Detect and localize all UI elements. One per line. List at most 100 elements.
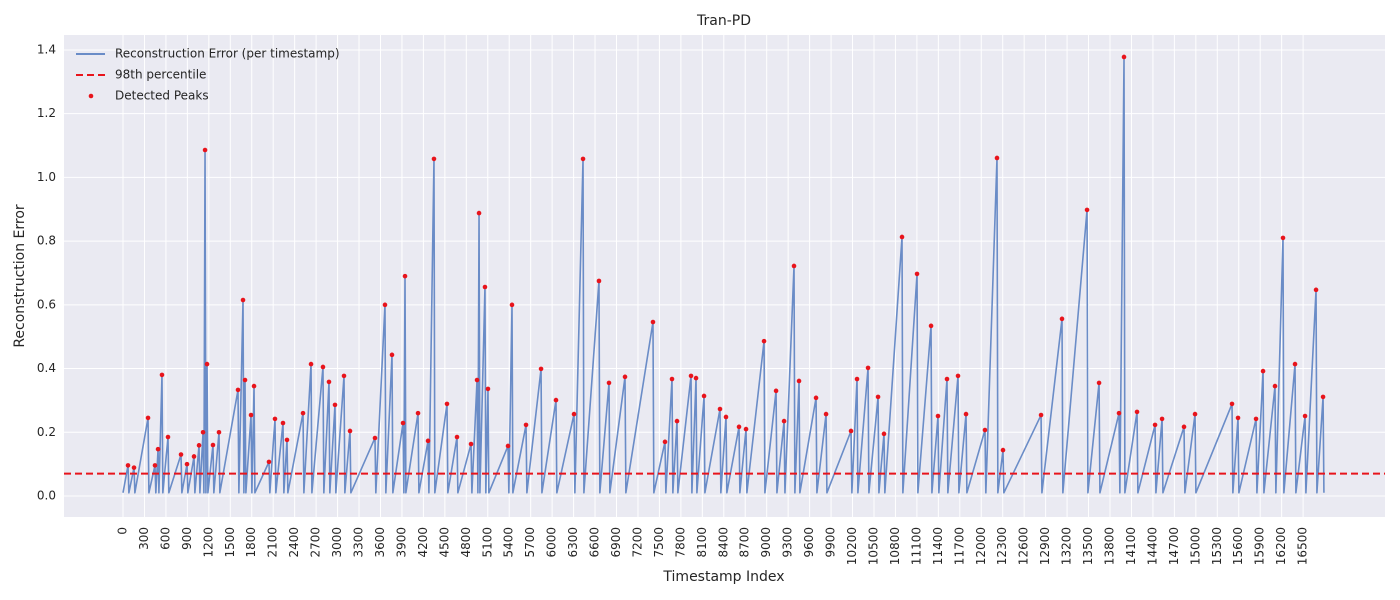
peak-point <box>509 302 515 308</box>
peak-point <box>854 376 860 382</box>
peak-point <box>717 406 723 412</box>
peak-point <box>1272 383 1278 389</box>
peak-point <box>474 377 480 383</box>
peak-point <box>240 297 246 303</box>
peak-point <box>485 386 491 392</box>
peak-point <box>272 416 278 422</box>
x-tick-label: 5700 <box>523 527 537 558</box>
peak-point <box>553 397 559 403</box>
x-tick-label: 900 <box>180 527 194 550</box>
x-tick-label: 6600 <box>588 527 602 558</box>
peak-point <box>200 429 206 435</box>
peak-point <box>184 461 190 467</box>
peak-point <box>251 383 257 389</box>
peak-point <box>606 380 612 386</box>
peak-point <box>1235 415 1241 421</box>
chart-title: Tran-PD <box>696 13 751 29</box>
peak-point <box>341 373 347 379</box>
peak-point <box>266 459 272 465</box>
x-tick-label: 600 <box>158 527 172 550</box>
peak-point <box>723 414 729 420</box>
x-tick-label: 15900 <box>1253 527 1267 565</box>
x-tick-label: 11100 <box>909 527 923 565</box>
peak-point <box>1152 422 1158 428</box>
peak-point <box>326 379 332 385</box>
peak-point <box>1134 409 1140 415</box>
x-tick-label: 1200 <box>201 527 215 558</box>
peak-point <box>1084 207 1090 213</box>
x-tick-label: 12000 <box>974 527 988 565</box>
x-tick-label: 15600 <box>1231 527 1245 565</box>
x-tick-label: 9600 <box>802 527 816 558</box>
x-tick-label: 7200 <box>630 527 644 558</box>
x-tick-label: 5400 <box>502 527 516 558</box>
peak-point <box>196 443 202 448</box>
peak-point <box>191 454 197 459</box>
x-tick-label: 10200 <box>845 527 859 565</box>
peak-point <box>242 377 248 383</box>
peak-point <box>761 338 767 344</box>
peak-point <box>425 438 431 444</box>
x-tick-label: 14100 <box>1124 527 1138 565</box>
peak-point <box>813 395 819 401</box>
peak-point <box>152 463 158 468</box>
peak-point <box>1096 380 1102 386</box>
peak-point <box>202 147 208 153</box>
peak-point <box>482 284 488 290</box>
x-tick-label: 9000 <box>759 527 773 558</box>
x-tick-label: 6900 <box>609 527 623 558</box>
x-tick-label: 11700 <box>952 527 966 565</box>
peak-point <box>1229 401 1235 407</box>
legend-label: Detected Peaks <box>115 89 209 103</box>
peak-point <box>1116 410 1122 416</box>
x-tick-label: 15000 <box>1188 527 1202 565</box>
peak-point <box>982 427 988 433</box>
x-tick-label: 7500 <box>652 527 666 558</box>
x-tick-label: 13800 <box>1103 527 1117 565</box>
x-tick-label: 9900 <box>824 527 838 558</box>
x-tick-label: 3000 <box>330 527 344 558</box>
peak-point <box>944 376 950 382</box>
peak-point <box>505 443 511 449</box>
y-tick-label: 1.4 <box>37 42 56 56</box>
peak-point <box>848 428 854 434</box>
peak-point <box>899 234 905 240</box>
x-tick-label: 4500 <box>437 527 451 558</box>
x-tick-label: 8400 <box>716 527 730 558</box>
peak-point <box>1253 416 1259 422</box>
x-tick-label: 10500 <box>866 527 880 565</box>
peak-point <box>674 418 680 424</box>
x-tick-label: 9300 <box>781 527 795 558</box>
peak-point <box>280 420 286 426</box>
peak-point <box>400 420 406 426</box>
peak-point <box>431 156 437 162</box>
peak-point <box>284 437 290 443</box>
peak-point <box>204 361 210 367</box>
peak-point <box>402 273 408 279</box>
peak-point <box>1038 412 1044 418</box>
x-tick-label: 8700 <box>738 527 752 558</box>
x-axis-label: Timestamp Index <box>662 569 784 585</box>
marks <box>64 54 1385 494</box>
peak-point <box>347 428 353 434</box>
peak-point <box>1292 361 1298 367</box>
peak-point <box>963 411 969 417</box>
peak-point <box>571 411 577 417</box>
peak-point <box>736 424 742 430</box>
y-tick-label: 0.0 <box>37 488 56 502</box>
x-tick-label: 1800 <box>244 527 258 558</box>
x-tick-label: 14400 <box>1145 527 1159 565</box>
peak-point <box>1181 424 1187 430</box>
peak-point <box>881 431 887 437</box>
x-tick-label: 3300 <box>352 527 366 558</box>
x-tick-label: 13500 <box>1081 527 1095 565</box>
x-tick-label: 4800 <box>459 527 473 558</box>
peak-point <box>300 410 306 416</box>
legend-swatch <box>88 93 94 99</box>
peak-point <box>865 365 871 371</box>
axes: 0.0 0.2 0.4 0.6 0.8 1.0 1.2 1.4 0 300 600 900 1200 15… <box>37 42 1310 565</box>
peak-point <box>444 401 450 407</box>
peak-point <box>994 155 1000 161</box>
